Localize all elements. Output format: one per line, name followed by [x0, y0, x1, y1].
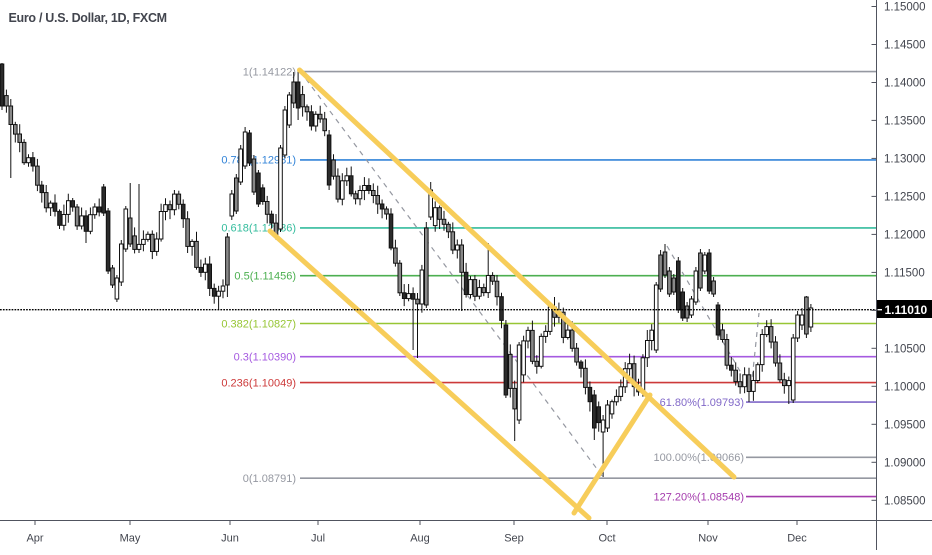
svg-text:1.12000: 1.12000 — [884, 229, 926, 241]
svg-text:Apr: Apr — [26, 533, 43, 545]
svg-text:1.13500: 1.13500 — [884, 115, 926, 127]
svg-text:Oct: Oct — [598, 533, 615, 545]
svg-text:1.11010: 1.11010 — [885, 303, 928, 317]
svg-text:1.09500: 1.09500 — [884, 419, 926, 431]
svg-text:127.20%(1.08548): 127.20%(1.08548) — [653, 491, 744, 503]
svg-text:1.15000: 1.15000 — [884, 2, 926, 14]
svg-text:Sep: Sep — [504, 533, 524, 545]
svg-text:1.14500: 1.14500 — [884, 40, 926, 52]
svg-text:0.236(1.10049): 0.236(1.10049) — [221, 377, 296, 389]
svg-text:Euro / U.S. Dollar, 1D, FXCM: Euro / U.S. Dollar, 1D, FXCM — [9, 11, 167, 25]
svg-text:Aug: Aug — [410, 533, 430, 545]
svg-text:1.14000: 1.14000 — [884, 78, 926, 90]
svg-text:1.10000: 1.10000 — [884, 381, 926, 393]
svg-text:0.5(1.11456): 0.5(1.11456) — [234, 271, 296, 283]
svg-text:1.12500: 1.12500 — [884, 191, 926, 203]
svg-text:0(1.08791): 0(1.08791) — [243, 473, 296, 485]
svg-text:1.10500: 1.10500 — [884, 343, 926, 355]
svg-text:May: May — [120, 533, 141, 545]
svg-text:1.11500: 1.11500 — [884, 267, 925, 279]
svg-text:0.618(1.12086): 0.618(1.12086) — [221, 223, 296, 235]
svg-text:1.09000: 1.09000 — [884, 457, 926, 469]
svg-text:0.3(1.10390): 0.3(1.10390) — [234, 352, 296, 364]
svg-text:Dec: Dec — [787, 533, 807, 545]
svg-text:Jul: Jul — [311, 533, 325, 545]
svg-text:1.13000: 1.13000 — [884, 153, 926, 165]
svg-text:1(1.14122): 1(1.14122) — [243, 66, 296, 78]
svg-text:Jun: Jun — [221, 533, 239, 545]
svg-text:100.00%(1.09066): 100.00%(1.09066) — [653, 452, 744, 464]
svg-text:61.80%(1.09793): 61.80%(1.09793) — [660, 397, 744, 409]
svg-text:Nov: Nov — [698, 533, 718, 545]
svg-text:1.08500: 1.08500 — [884, 495, 926, 507]
svg-text:0.382(1.10827): 0.382(1.10827) — [221, 318, 296, 330]
